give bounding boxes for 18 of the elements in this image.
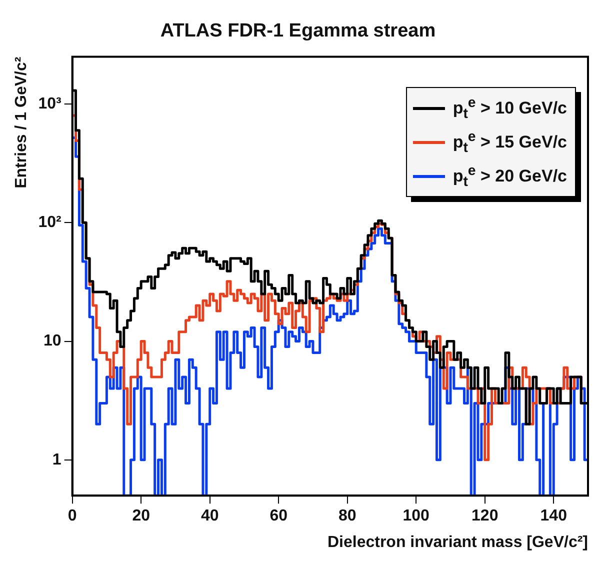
y-tick-label: 10³ [38, 95, 62, 112]
x-tick-label: 40 [200, 508, 219, 525]
y-tick-label: 10 [44, 332, 62, 350]
x-tick-label: 80 [338, 508, 356, 525]
x-tick-label: 140 [540, 508, 568, 525]
y-tick-label: 1 [52, 451, 62, 468]
x-tick-label: 0 [68, 508, 77, 525]
x-tick-label: 100 [402, 508, 430, 525]
x-axis-title: Dielectron invariant mass [GeV/c²] [327, 534, 588, 551]
chart-title: ATLAS FDR-1 Egamma stream [160, 20, 436, 42]
legend-label: p$_{t}$$^{e}$ > 20 GeV/c [452, 163, 567, 190]
x-tick-label: 60 [270, 508, 288, 525]
x-tick-label: 120 [472, 508, 498, 525]
y-tick-label: 10² [38, 214, 62, 232]
x-tick-label: 20 [132, 508, 150, 525]
legend-label: p$_{t}$$^{e}$ > 10 GeV/c [452, 95, 567, 122]
legend-label: p$_{t}$$^{e}$ > 15 GeV/c [452, 129, 567, 156]
y-axis-title: Entries / 1 GeV/c² [13, 56, 30, 188]
